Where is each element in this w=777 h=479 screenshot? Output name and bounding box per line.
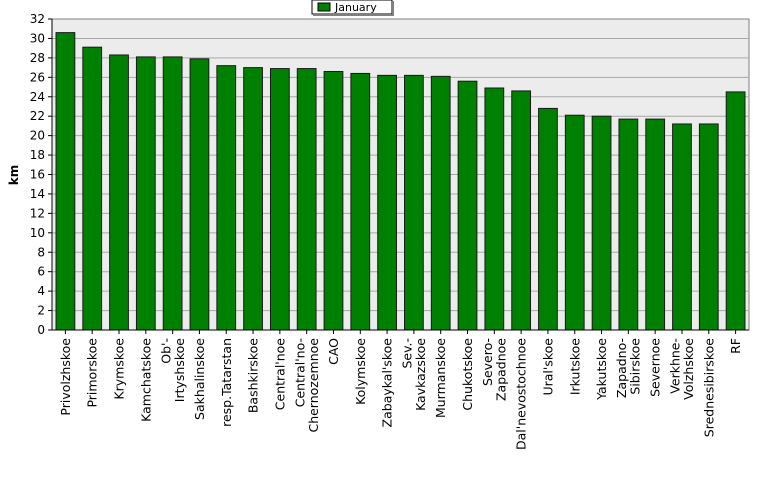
y-tick-label-6: 6 — [37, 265, 45, 279]
bar-22 — [645, 118, 666, 331]
x-tick-label-18: Ural'skoe — [540, 338, 555, 396]
y-tick-label-18: 18 — [30, 148, 45, 162]
bar-11 — [350, 72, 371, 331]
x-axis: Privolzhskoe Primorskoe Krymskoe Kamchatsko… — [52, 329, 749, 450]
bar-1 — [82, 46, 103, 331]
bar-8 — [269, 68, 290, 331]
legend-swatch — [317, 2, 331, 12]
x-tick-label-25: RF — [728, 338, 743, 354]
x-tick-label-21: Zapadno-Sibirskoe — [614, 338, 643, 398]
y-tick-label-32: 32 — [30, 12, 45, 26]
x-tick-label-19: Irkutskoe — [567, 338, 582, 395]
bar-0 — [55, 32, 76, 331]
x-tick-label-23: Verkhne-Volzhskoe — [668, 338, 697, 400]
x-tick-label-4: Ob'-Irtyshskoe — [158, 338, 187, 403]
x-tick-label-6: resp.Tatarstan — [219, 338, 234, 427]
x-tick-label-24: Srednesibirskoe — [701, 338, 716, 438]
bar-24 — [698, 123, 719, 331]
bar-25 — [725, 91, 746, 331]
y-tick-label-24: 24 — [30, 90, 45, 104]
bar-13 — [404, 74, 424, 331]
bar-5 — [189, 58, 210, 331]
y-tick-label-14: 14 — [30, 187, 45, 201]
y-axis-label: km — [7, 165, 21, 185]
bar-7 — [243, 67, 263, 331]
bars — [55, 32, 746, 331]
x-tick-label-3: Kamchatskoe — [138, 338, 153, 422]
x-tick-label-15: Chukotskoe — [460, 338, 475, 411]
bar-18 — [538, 107, 558, 331]
x-tick-label-0: Privolzhskoe — [58, 338, 73, 416]
x-tick-label-13: Sev.-Kavkazskoe — [400, 338, 429, 411]
x-tick-label-20: Yakutskoe — [594, 338, 609, 401]
y-tick-label-0: 0 — [37, 323, 45, 337]
bar-16 — [484, 87, 505, 331]
bar-14 — [430, 75, 451, 331]
x-tick-label-16: Severo-Zapadnoe — [480, 338, 509, 401]
x-tick-label-11: Kolymskoe — [353, 338, 368, 405]
bar-23 — [672, 123, 692, 331]
bar-2 — [109, 54, 129, 331]
x-tick-label-14: Murmanskoe — [433, 338, 448, 418]
x-tick-label-2: Krymskoe — [112, 338, 127, 400]
y-tick-label-20: 20 — [30, 129, 45, 143]
x-tick-label-1: Primorskoe — [85, 338, 100, 408]
bar-9 — [296, 68, 317, 331]
bar-6 — [216, 65, 237, 331]
bar-17 — [511, 90, 532, 331]
bar-20 — [591, 115, 612, 331]
legend-label: January — [334, 1, 377, 14]
bar-12 — [377, 74, 397, 331]
legend-shadow-bottom — [313, 14, 394, 16]
x-tick-label-12: Zabaykal'skoe — [380, 338, 395, 428]
x-tick-label-5: Sakhalinskoe — [192, 338, 207, 420]
y-tick-label-22: 22 — [30, 109, 45, 123]
bar-4 — [162, 56, 183, 331]
y-tick-label-12: 12 — [30, 206, 45, 220]
x-tick-label-7: Bashkirskoe — [246, 338, 261, 413]
y-tick-label-28: 28 — [30, 51, 45, 65]
y-tick-label-8: 8 — [37, 245, 45, 259]
y-tick-label-26: 26 — [30, 70, 45, 84]
x-tick-label-9: Central'no-Chernozemnoe — [292, 338, 321, 433]
x-tick-label-17: Dal'nevostochnoe — [514, 338, 529, 450]
y-tick-label-2: 2 — [37, 304, 45, 318]
legend-shadow-right — [392, 1, 394, 15]
bar-10 — [323, 70, 344, 331]
x-tick-label-8: Central'noe — [272, 338, 287, 411]
y-tick-label-10: 10 — [30, 226, 45, 240]
x-tick-label-10: CAO — [326, 338, 341, 365]
y-tick-label-4: 4 — [37, 284, 45, 298]
bar-21 — [618, 118, 639, 331]
bar-15 — [457, 80, 478, 331]
bar-3 — [135, 56, 156, 331]
x-tick-label-22: Severnoe — [648, 338, 663, 397]
legend: January — [311, 0, 394, 16]
y-tick-label-16: 16 — [30, 168, 45, 182]
bar-19 — [564, 114, 585, 331]
y-tick-label-30: 30 — [30, 31, 45, 45]
